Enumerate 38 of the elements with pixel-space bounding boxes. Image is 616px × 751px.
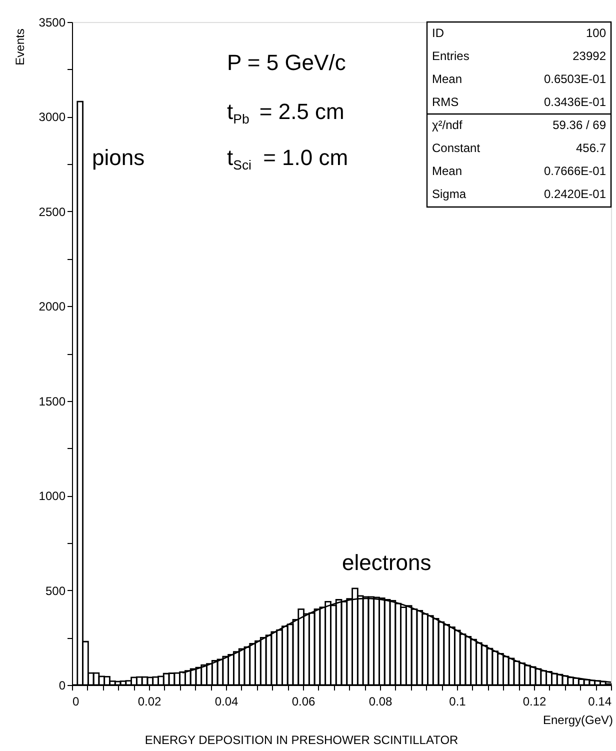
- x-tick-label: 0.08: [368, 694, 392, 708]
- y-tick-label: 3000: [38, 110, 66, 124]
- annotation: χ²/ndf: [432, 118, 463, 132]
- annotation: 23992: [572, 49, 606, 63]
- annotation: electrons: [342, 550, 432, 575]
- annotation: RMS: [432, 95, 459, 109]
- y-tick-label: 500: [45, 584, 66, 598]
- annotation: Mean: [432, 164, 462, 178]
- x-tick-label: 0.12: [522, 694, 546, 708]
- y-tick-label: 1000: [38, 489, 66, 504]
- x-tick-label: 0: [72, 694, 80, 708]
- x-axis-title: Energy(GeV): [542, 713, 613, 727]
- annotation: ID: [432, 26, 444, 40]
- y-tick-label: 2500: [38, 204, 66, 219]
- text: ENERGY DEPOSITION IN PRESHOWER SCINTILLATOR: [144, 733, 459, 747]
- y-tick-label: 0: [58, 678, 66, 692]
- x-tick-label: 0.14: [588, 694, 612, 708]
- annotation: Mean: [432, 72, 462, 86]
- annotation: 456.7: [576, 141, 606, 155]
- annotation: Sigma: [432, 187, 466, 201]
- y-tick-label: 3500: [38, 16, 66, 30]
- annotation: Entries: [432, 49, 470, 63]
- y-tick-label: 1500: [38, 394, 66, 408]
- annotation: pions: [92, 145, 145, 170]
- annotation: 0.6503E-01: [544, 72, 606, 86]
- annotation: 0.3436E-01: [544, 95, 606, 109]
- y-tick-label: 2000: [38, 300, 66, 314]
- x-tick-label: 0.02: [138, 694, 162, 708]
- x-tick-label: 0.06: [292, 694, 316, 708]
- y-axis-title: Events: [13, 28, 27, 66]
- annotation: 59.36 / 69: [552, 118, 606, 132]
- annotation: P = 5 GeV/c: [227, 50, 346, 75]
- annotation: Constant: [432, 141, 481, 155]
- annotation: 100: [586, 26, 606, 40]
- x-tick-label: 0.1: [449, 694, 466, 708]
- x-tick-label: 0.04: [214, 694, 238, 708]
- annotation: 0.2420E-01: [544, 187, 606, 201]
- annotation: 0.7666E-01: [544, 164, 606, 178]
